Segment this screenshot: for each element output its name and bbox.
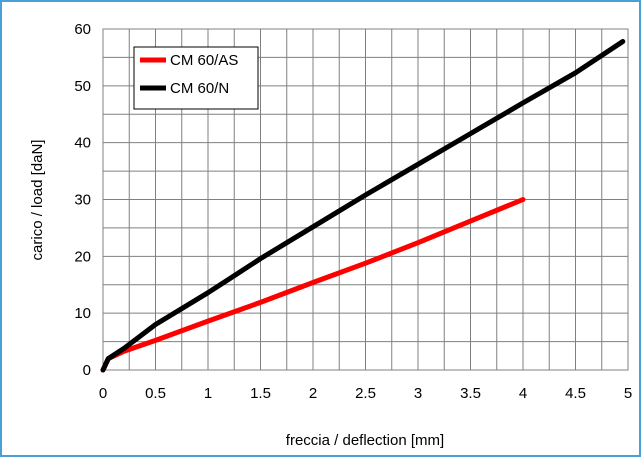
legend-label-cm60as: CM 60/AS bbox=[170, 52, 238, 69]
grid-lines bbox=[102, 28, 629, 371]
y-tick-label: 60 bbox=[74, 21, 91, 38]
x-tick-label: 1.5 bbox=[250, 385, 271, 402]
x-tick-label: 3.5 bbox=[460, 385, 481, 402]
y-tick-label: 40 bbox=[74, 135, 91, 152]
y-tick-label: 0 bbox=[83, 362, 91, 379]
y-tick-label: 20 bbox=[74, 248, 91, 265]
x-tick-labels: 0 0.5 1 1.5 2 2.5 3 3.5 4 4.5 5 bbox=[99, 385, 632, 402]
legend-box bbox=[133, 46, 259, 110]
x-tick-label: 1 bbox=[204, 385, 212, 402]
x-tick-label: 4 bbox=[519, 385, 527, 402]
x-tick-label: 3 bbox=[414, 385, 422, 402]
legend: CM 60/AS CM 60/N bbox=[133, 46, 259, 110]
y-tick-label: 10 bbox=[74, 305, 91, 322]
x-axis-label: freccia / deflection [mm] bbox=[286, 432, 444, 449]
x-tick-label: 5 bbox=[624, 385, 632, 402]
x-tick-label: 0.5 bbox=[145, 385, 166, 402]
x-tick-label: 2.5 bbox=[355, 385, 376, 402]
series-lines bbox=[100, 39, 626, 373]
y-tick-label: 30 bbox=[74, 192, 91, 209]
y-axis-label: carico / load [daN] bbox=[29, 140, 46, 261]
legend-label-cm60n: CM 60/N bbox=[170, 80, 229, 97]
x-tick-label: 4.5 bbox=[565, 385, 586, 402]
y-tick-labels: 0 10 20 30 40 50 60 bbox=[74, 21, 91, 379]
x-tick-label: 2 bbox=[309, 385, 317, 402]
x-tick-label: 0 bbox=[99, 385, 107, 402]
y-tick-label: 50 bbox=[74, 78, 91, 95]
series-line-cm60n bbox=[100, 39, 626, 373]
